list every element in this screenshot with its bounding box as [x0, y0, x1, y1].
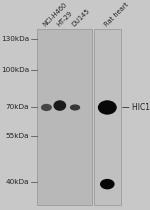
Bar: [94, 29, 121, 205]
Text: 55kDa: 55kDa: [6, 133, 29, 139]
Bar: [94, 29, 121, 205]
Text: NCI-H460: NCI-H460: [42, 1, 69, 28]
Text: 100kDa: 100kDa: [1, 67, 29, 73]
Text: 70kDa: 70kDa: [6, 104, 29, 110]
Text: Rat heart: Rat heart: [103, 2, 129, 28]
Text: — HIC1: — HIC1: [122, 103, 150, 112]
Bar: [37, 29, 92, 205]
Ellipse shape: [98, 100, 117, 115]
Ellipse shape: [100, 179, 115, 189]
Ellipse shape: [41, 104, 52, 111]
Bar: [37, 29, 92, 205]
Ellipse shape: [70, 104, 80, 110]
Text: 40kDa: 40kDa: [6, 179, 29, 185]
Text: HT-29: HT-29: [56, 10, 73, 28]
Ellipse shape: [53, 100, 66, 111]
Text: DU145: DU145: [71, 8, 91, 28]
Text: 130kDa: 130kDa: [1, 36, 29, 42]
